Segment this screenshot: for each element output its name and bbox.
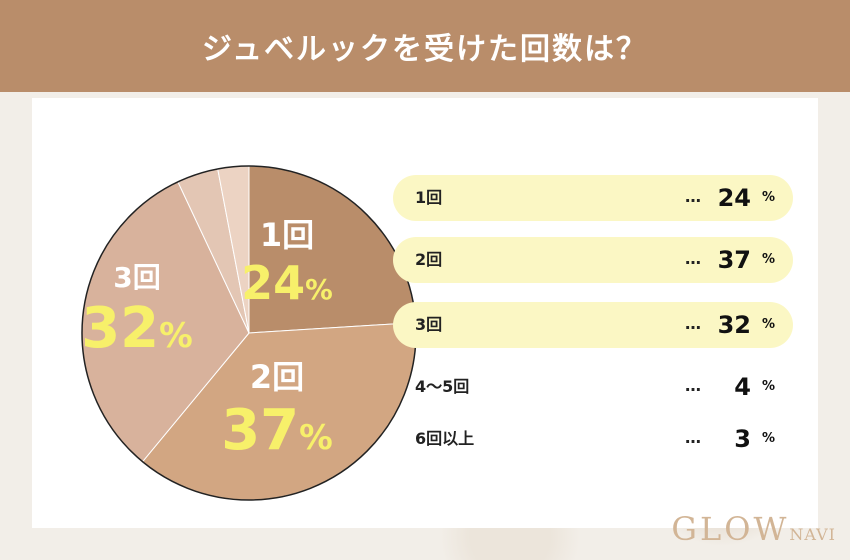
header-banner: ジュベルックを受けた回数は？ <box>0 0 850 92</box>
legend-row-2: 2回 … 37 % <box>393 237 793 283</box>
slice-label-2: 2回 37% <box>217 352 337 463</box>
slice-2-percent: 37% <box>221 398 333 463</box>
slice-2-category: 2回 <box>249 358 305 396</box>
legend-unit: % <box>761 431 775 446</box>
legend-row-5: 6回以上 … 3 % <box>393 416 793 462</box>
slice-3-percent: 32% <box>81 296 193 361</box>
legend-label: 4〜5回 <box>415 377 470 396</box>
slice-3-category: 3回 <box>113 261 161 294</box>
legend-value: 3 <box>734 425 751 453</box>
legend-dots: … <box>685 428 701 447</box>
legend-unit: % <box>761 379 775 394</box>
legend-unit: % <box>761 190 775 205</box>
legend-dots: … <box>685 249 701 268</box>
pie-chart <box>81 165 417 501</box>
legend-unit: % <box>761 252 775 267</box>
legend-label: 6回以上 <box>415 429 475 448</box>
glow-navi-logo: GLOWNAVI <box>671 510 836 548</box>
legend-row-3: 3回 … 32 % <box>393 302 793 348</box>
legend-label: 2回 <box>415 250 443 269</box>
legend-value: 4 <box>734 373 751 401</box>
legend-value: 24 <box>717 184 751 212</box>
slice-1-percent: 24% <box>241 256 333 310</box>
legend-dots: … <box>685 376 701 395</box>
legend-label: 1回 <box>415 188 443 207</box>
legend-label: 3回 <box>415 315 443 334</box>
logo-main-text: GLOW <box>671 510 790 548</box>
legend-dots: … <box>685 314 701 333</box>
legend-value: 37 <box>717 246 751 274</box>
legend-value: 32 <box>717 311 751 339</box>
slice-label-1: 1回 24% <box>237 210 337 310</box>
slice-1-category: 1回 <box>259 216 315 254</box>
legend-row-4: 4〜5回 … 4 % <box>393 364 793 410</box>
page-title: ジュベルックを受けた回数は？ <box>202 32 648 67</box>
legend-dots: … <box>685 187 701 206</box>
legend-unit: % <box>761 317 775 332</box>
slice-label-3: 3回 32% <box>72 256 202 361</box>
legend-row-1: 1回 … 24 % <box>393 175 793 221</box>
logo-sub-text: NAVI <box>789 525 836 544</box>
